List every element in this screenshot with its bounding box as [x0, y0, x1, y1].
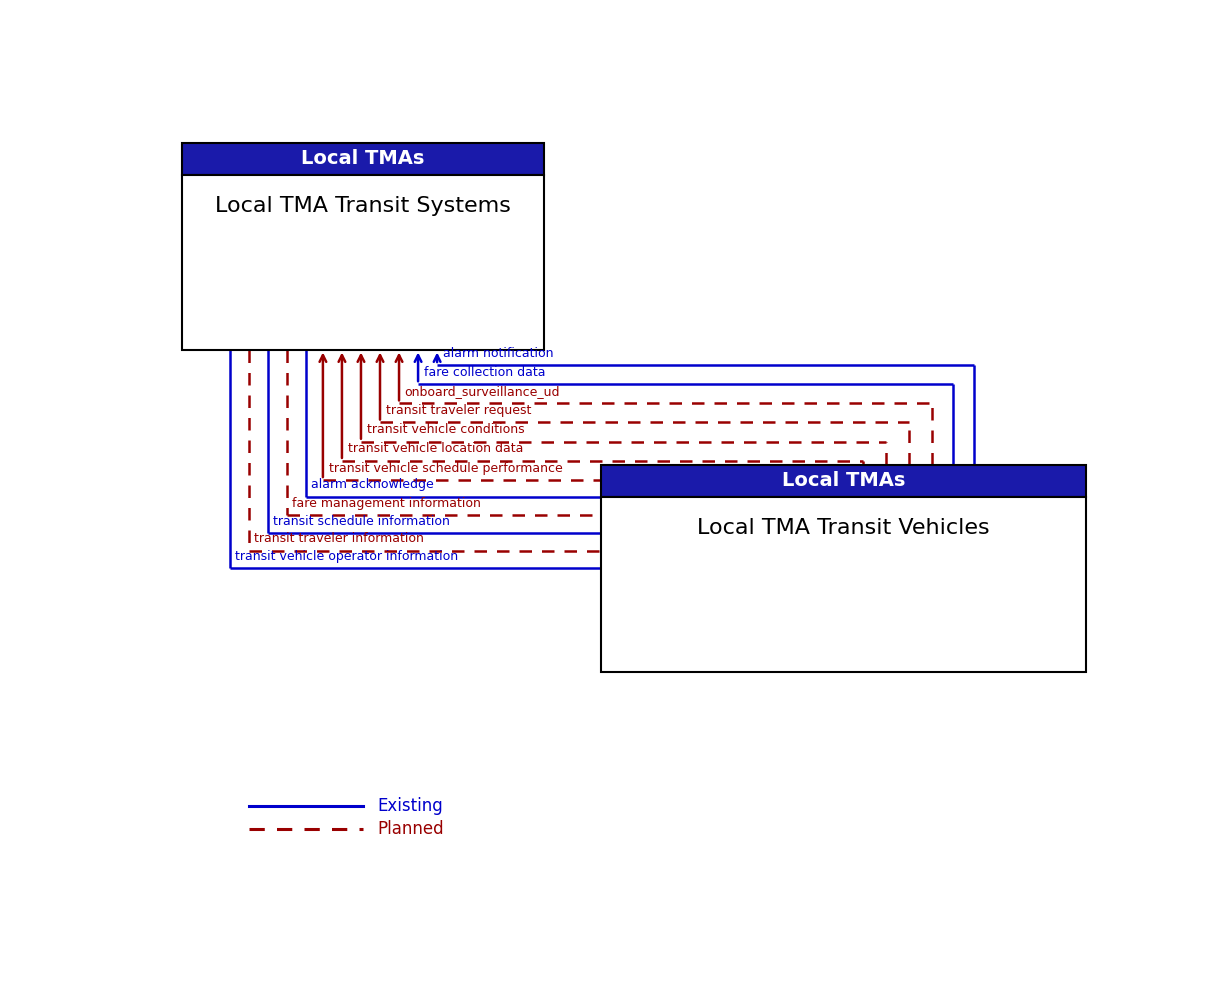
Text: alarm notification: alarm notification — [443, 347, 554, 360]
Text: Local TMAs: Local TMAs — [301, 149, 425, 168]
Bar — [182, 142, 544, 174]
Bar — [600, 497, 1086, 671]
Text: Planned: Planned — [377, 820, 443, 838]
Text: Existing: Existing — [377, 797, 443, 815]
Text: alarm acknowledge: alarm acknowledge — [312, 478, 435, 491]
Text: fare collection data: fare collection data — [424, 366, 545, 378]
Text: onboard_surveillance_ud: onboard_surveillance_ud — [405, 384, 560, 398]
Text: Local TMAs: Local TMAs — [782, 471, 905, 490]
Text: transit traveler information: transit traveler information — [254, 532, 424, 545]
Text: transit schedule information: transit schedule information — [274, 515, 451, 528]
Bar — [600, 464, 1086, 497]
Bar — [182, 174, 544, 350]
Text: transit vehicle operator information: transit vehicle operator information — [236, 550, 458, 563]
Text: fare management information: fare management information — [292, 497, 481, 510]
Text: transit vehicle conditions: transit vehicle conditions — [367, 423, 524, 436]
Text: transit traveler request: transit traveler request — [386, 404, 530, 417]
Text: Local TMA Transit Systems: Local TMA Transit Systems — [215, 196, 511, 216]
Text: transit vehicle location data: transit vehicle location data — [348, 442, 523, 455]
Text: transit vehicle schedule performance: transit vehicle schedule performance — [329, 461, 562, 475]
Text: Local TMA Transit Vehicles: Local TMA Transit Vehicles — [698, 518, 990, 538]
